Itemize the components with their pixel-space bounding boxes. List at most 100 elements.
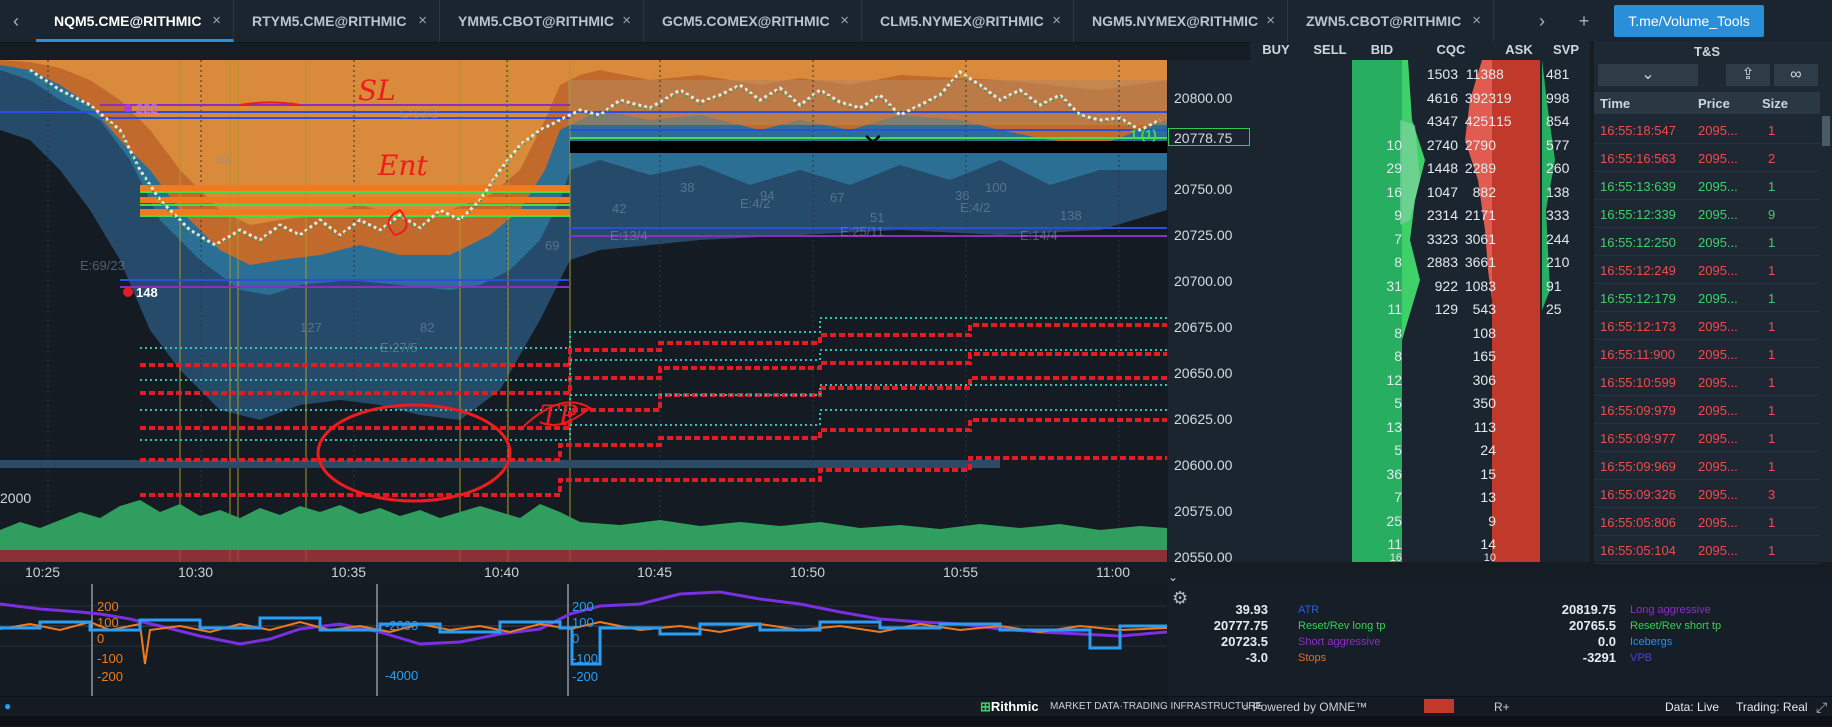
- tab-scroll-right-icon[interactable]: ›: [1539, 11, 1545, 31]
- trade-marker-x: ✕: [862, 128, 884, 158]
- dom-header-ask: ASK: [1505, 42, 1533, 57]
- svg-text:TP: TP: [540, 399, 579, 432]
- add-tab-icon[interactable]: +: [1578, 11, 1590, 31]
- ts-price: 2095...: [1698, 487, 1738, 502]
- svp-cell: 244: [1546, 231, 1570, 247]
- close-icon[interactable]: ×: [212, 12, 221, 29]
- info-icon[interactable]: ●: [4, 699, 12, 713]
- svg-text:82: 82: [420, 320, 434, 335]
- tab-clm5[interactable]: CLM5.NYMEX@RITHMIC ×: [862, 0, 1074, 42]
- rithmic-icon: ⊞: [980, 699, 991, 714]
- cqc-ask: 113: [1473, 419, 1496, 435]
- time-grid: [47, 60, 1120, 562]
- time-and-sales: T&S ⌄ ⇪ ∞ Time Price Size 16:55:18:547 20…: [1594, 42, 1832, 564]
- tab-nqm5[interactable]: NQM5.CME@RITHMIC ×: [36, 0, 234, 42]
- ts-time: 16:55:09:326: [1600, 487, 1676, 502]
- tab-ymm5[interactable]: YMM5.CBOT@RITHMIC ×: [440, 0, 644, 42]
- chart-labels: E:13/2 E:69/23 E:27/5 E:13/4 E:4/2 E:25/…: [80, 106, 1082, 355]
- dom-ladder[interactable]: BUY SELL BID CQC ASK SVP 1503 1138 8 481…: [1250, 42, 1590, 564]
- bid-cell[interactable]: 36: [1386, 466, 1402, 482]
- bid-cell[interactable]: 8: [1394, 348, 1402, 364]
- bid-cell[interactable]: 7: [1394, 489, 1402, 505]
- bid-cell[interactable]: 16: [1389, 552, 1402, 564]
- ts-time: 16:55:05:104: [1600, 543, 1676, 558]
- bid-cell[interactable]: 11: [1387, 301, 1402, 317]
- chevron-down-icon[interactable]: ⌄: [1598, 64, 1698, 86]
- close-icon[interactable]: ×: [1052, 12, 1061, 29]
- time-label: 10:45: [637, 564, 673, 580]
- stat-label-vpb: VPB: [1630, 652, 1653, 664]
- resize-icon[interactable]: ⤢: [1816, 699, 1828, 715]
- ts-header-size[interactable]: Size: [1762, 96, 1789, 111]
- bid-cell[interactable]: 5: [1394, 442, 1402, 458]
- cqc-ask: 9: [1488, 513, 1496, 529]
- close-icon[interactable]: ×: [418, 12, 427, 29]
- cqc-bid: 2740: [1426, 137, 1458, 153]
- close-icon[interactable]: ×: [622, 12, 631, 29]
- price-label: 20575.00: [1174, 503, 1233, 519]
- bid-cell[interactable]: 13: [1386, 419, 1402, 435]
- svp-cell: 91: [1546, 278, 1562, 294]
- stat-icebergs-value: 0.0: [1597, 634, 1616, 649]
- bid-cell[interactable]: 5: [1394, 395, 1402, 411]
- dom-header-svp: SVP: [1552, 42, 1579, 57]
- ts-header-time[interactable]: Time: [1600, 96, 1631, 111]
- ts-row: 16:55:12:339 2095... 9: [1594, 200, 1820, 228]
- time-axis: 10:25 10:30 10:35 10:40 10:45 10:50 10:5…: [0, 562, 1167, 584]
- close-icon[interactable]: ×: [840, 12, 849, 29]
- bid-cell[interactable]: 29: [1386, 160, 1402, 176]
- ask-cell[interactable]: 15: [1496, 113, 1512, 129]
- bid-cell[interactable]: 7: [1394, 231, 1402, 247]
- tab-gcm5[interactable]: GCM5.COMEX@RITHMIC ×: [644, 0, 862, 42]
- svp-cell: 210: [1546, 254, 1570, 270]
- ts-title: T&S: [1694, 44, 1720, 59]
- bid-cell[interactable]: 8: [1394, 325, 1402, 341]
- ts-price: 2095...: [1698, 543, 1738, 558]
- tab-ngm5[interactable]: NGM5.NYMEX@RITHMIC ×: [1074, 0, 1288, 42]
- bid-cell[interactable]: 25: [1386, 513, 1402, 529]
- ask-cell[interactable]: 19: [1496, 90, 1512, 106]
- cqc-ask: 543: [1472, 301, 1496, 317]
- chevron-down-icon[interactable]: ⌄: [1168, 570, 1179, 584]
- price-axis[interactable]: 20800.00 20778.75 20750.00 20725.00 2070…: [1168, 60, 1250, 565]
- cqc-bid: 1047: [1426, 184, 1458, 200]
- ts-time: 16:55:05:806: [1600, 515, 1676, 530]
- bid-cell[interactable]: 11: [1387, 536, 1402, 552]
- link-icon[interactable]: ∞: [1774, 64, 1818, 86]
- ask-cell[interactable]: 8: [1496, 66, 1504, 82]
- ts-header-price[interactable]: Price: [1698, 96, 1730, 111]
- volume-tools-button[interactable]: T.me/Volume_Tools: [1614, 5, 1764, 37]
- ts-price: 2095...: [1698, 515, 1738, 530]
- export-icon[interactable]: ⇪: [1726, 64, 1770, 86]
- oscillator-pane[interactable]: 200 100 0 -100 -200 -2000 -4000 200 100 …: [0, 584, 1167, 696]
- stat-label-long-tp: Reset/Rev long tp: [1298, 620, 1386, 632]
- tab-zwn5[interactable]: ZWN5.CBOT@RITHMIC ×: [1288, 0, 1494, 42]
- price-chart[interactable]: 1 (1) 148 222 ✕ E:13/2 E:69/23 E:27/5 E:…: [0, 60, 1167, 562]
- bid-cell[interactable]: 16: [1386, 184, 1402, 200]
- ts-scrollbar[interactable]: [1822, 116, 1830, 146]
- bid-cell[interactable]: 10: [1386, 137, 1402, 153]
- tab-scroll-left-icon[interactable]: ‹: [13, 11, 19, 31]
- stats-panel: ⚙ 39.93 20777.75 20723.5 -3.0 ATR Reset/…: [1168, 570, 1832, 696]
- cqc-ask: 10: [1483, 552, 1496, 564]
- bid-cell[interactable]: 31: [1386, 278, 1402, 294]
- tab-rtym5[interactable]: RTYM5.CME@RITHMIC ×: [234, 0, 440, 42]
- close-icon[interactable]: ×: [1472, 12, 1481, 29]
- ts-size: 1: [1768, 431, 1776, 446]
- bid-cell[interactable]: 12: [1386, 372, 1402, 388]
- stat-long-agg-value: 20819.75: [1561, 602, 1616, 617]
- svg-text:100: 100: [985, 180, 1007, 195]
- close-icon[interactable]: ×: [1266, 12, 1275, 29]
- bid-cell[interactable]: 8: [1394, 254, 1402, 270]
- ts-time: 16:55:09:979: [1600, 403, 1676, 418]
- ts-price: 2095...: [1698, 207, 1738, 222]
- stat-label-icebergs: Icebergs: [1630, 636, 1673, 648]
- bid-cell[interactable]: 9: [1394, 207, 1402, 223]
- tab-label: ZWN5.CBOT@RITHMIC: [1306, 13, 1462, 29]
- ts-price: 2095...: [1698, 123, 1738, 138]
- ts-time: 16:55:12:173: [1600, 319, 1676, 334]
- gear-icon[interactable]: ⚙: [1172, 588, 1189, 608]
- ts-row: 16:55:10:599 2095... 1: [1594, 368, 1820, 396]
- svg-text:200: 200: [97, 599, 119, 614]
- svp-cell: 138: [1546, 184, 1570, 200]
